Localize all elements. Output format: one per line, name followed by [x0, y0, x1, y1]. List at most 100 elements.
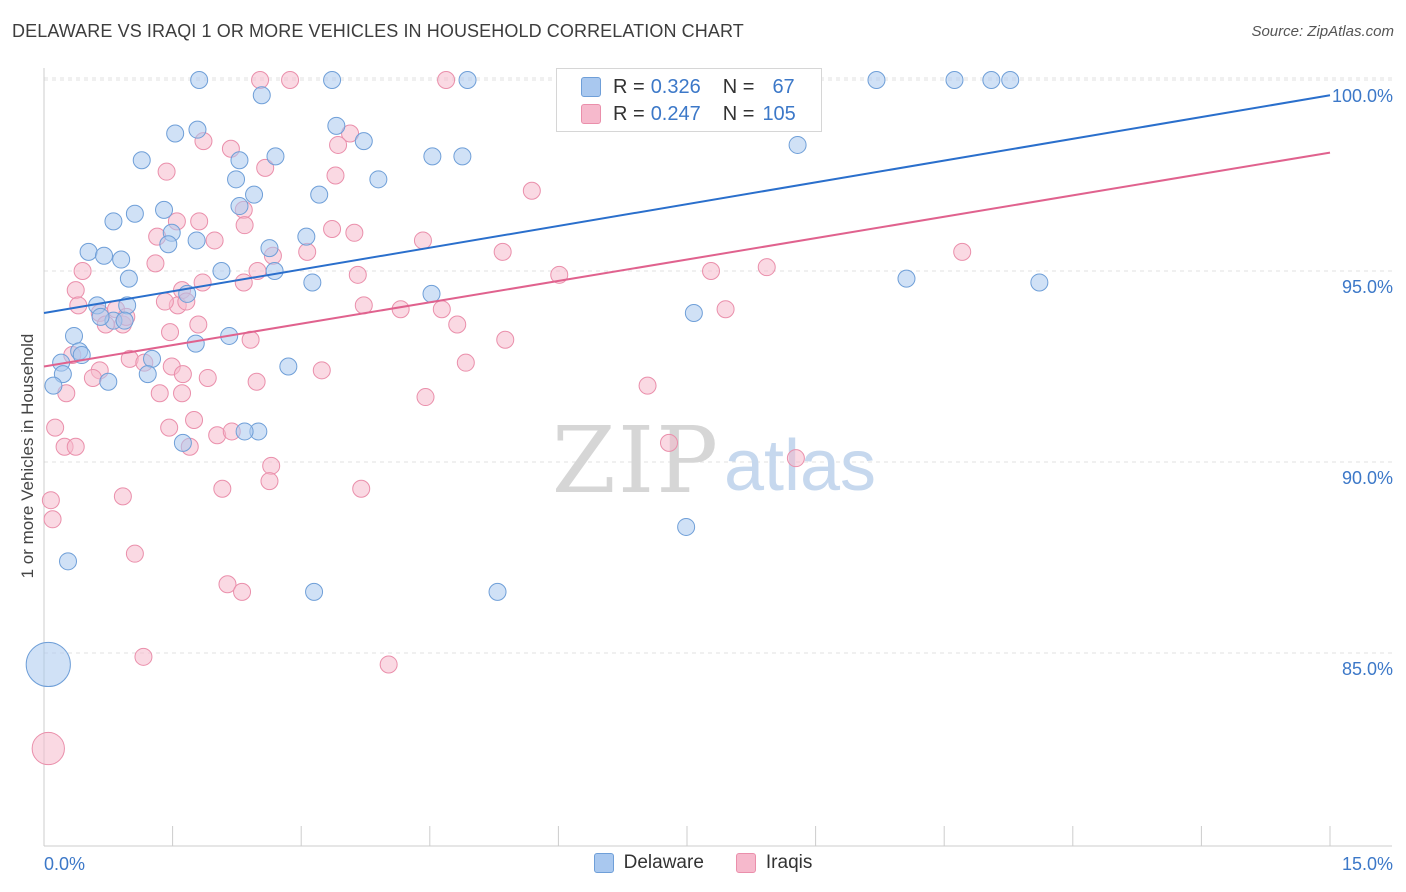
delaware-point[interactable] — [310, 185, 329, 204]
delaware-point[interactable] — [227, 170, 246, 189]
iraqis-point[interactable] — [456, 353, 475, 372]
delaware-point[interactable] — [138, 365, 157, 384]
delaware-point[interactable] — [266, 147, 285, 166]
iraqis-point[interactable] — [41, 491, 60, 510]
iraqis-point[interactable] — [716, 300, 735, 319]
delaware-point[interactable] — [25, 641, 71, 688]
iraqis-point[interactable] — [160, 418, 179, 437]
delaware-point[interactable] — [186, 334, 205, 353]
delaware-point[interactable] — [458, 71, 477, 89]
iraqis-point[interactable] — [702, 262, 721, 280]
delaware-point[interactable] — [104, 212, 123, 231]
delaware-point[interactable] — [159, 235, 178, 254]
iraqis-point[interactable] — [256, 158, 275, 177]
iraqis-point[interactable] — [312, 361, 331, 380]
iraqis-point[interactable] — [173, 384, 192, 403]
delaware-point[interactable] — [112, 250, 131, 269]
legend-item-delaware[interactable]: Delaware — [593, 852, 704, 874]
delaware-point[interactable] — [1001, 71, 1020, 89]
delaware-point[interactable] — [44, 376, 63, 395]
delaware-point[interactable] — [252, 86, 271, 105]
delaware-point[interactable] — [235, 422, 254, 441]
iraqis-point[interactable] — [659, 433, 678, 452]
delaware-point[interactable] — [323, 71, 342, 89]
delaware-point[interactable] — [59, 552, 78, 571]
iraqis-point[interactable] — [329, 135, 348, 154]
delaware-point[interactable] — [369, 170, 388, 189]
delaware-point[interactable] — [79, 242, 98, 261]
iraqis-point[interactable] — [66, 437, 85, 456]
delaware-point[interactable] — [188, 120, 207, 139]
iraqis-point[interactable] — [281, 71, 300, 89]
iraqis-point[interactable] — [496, 330, 515, 349]
delaware-point[interactable] — [125, 204, 144, 223]
iraqis-point[interactable] — [326, 166, 345, 185]
delaware-point[interactable] — [453, 147, 472, 166]
delaware-point[interactable] — [945, 71, 964, 89]
iraqis-point[interactable] — [416, 388, 435, 407]
delaware-point[interactable] — [265, 262, 284, 280]
delaware-point[interactable] — [230, 197, 249, 216]
iraqis-point[interactable] — [189, 315, 208, 334]
iraqis-point[interactable] — [432, 300, 451, 319]
delaware-point[interactable] — [155, 200, 174, 219]
delaware-point[interactable] — [303, 273, 322, 292]
iraqis-point[interactable] — [348, 265, 367, 284]
delaware-point[interactable] — [212, 262, 231, 280]
iraqis-point[interactable] — [251, 71, 270, 89]
iraqis-point[interactable] — [448, 315, 467, 334]
delaware-point[interactable] — [788, 135, 807, 154]
delaware-point[interactable] — [187, 231, 206, 250]
iraqis-point[interactable] — [345, 223, 364, 242]
delaware-point[interactable] — [897, 269, 916, 288]
delaware-point[interactable] — [305, 582, 324, 601]
iraqis-point[interactable] — [493, 242, 512, 261]
legend-item-iraqis[interactable]: Iraqis — [735, 852, 812, 874]
delaware-point[interactable] — [423, 147, 442, 166]
delaware-point[interactable] — [677, 517, 696, 536]
delaware-point[interactable] — [166, 124, 185, 143]
iraqis-point[interactable] — [235, 216, 254, 235]
iraqis-point[interactable] — [262, 456, 281, 475]
delaware-point[interactable] — [354, 132, 373, 151]
iraqis-point[interactable] — [125, 544, 144, 563]
iraqis-point[interactable] — [323, 219, 342, 238]
delaware-point[interactable] — [99, 372, 118, 391]
delaware-point[interactable] — [143, 349, 162, 368]
iraqis-point[interactable] — [46, 418, 65, 437]
iraqis-point[interactable] — [379, 655, 398, 674]
iraqis-point[interactable] — [391, 300, 410, 319]
delaware-point[interactable] — [95, 246, 114, 265]
delaware-point[interactable] — [422, 284, 441, 303]
delaware-point[interactable] — [488, 582, 507, 601]
delaware-point[interactable] — [1030, 273, 1049, 292]
delaware-point[interactable] — [119, 269, 138, 288]
iraqis-point[interactable] — [146, 254, 165, 273]
iraqis-point[interactable] — [298, 242, 317, 261]
iraqis-point[interactable] — [247, 372, 266, 391]
iraqis-point[interactable] — [786, 449, 805, 468]
delaware-point[interactable] — [260, 239, 279, 258]
iraqis-point[interactable] — [413, 231, 432, 250]
iraqis-point[interactable] — [213, 479, 232, 498]
iraqis-point[interactable] — [66, 281, 85, 300]
iraqis-point[interactable] — [161, 323, 180, 342]
iraqis-point[interactable] — [157, 162, 176, 181]
delaware-point[interactable] — [132, 151, 151, 170]
iraqis-point[interactable] — [341, 124, 360, 143]
iraqis-point[interactable] — [155, 292, 174, 311]
delaware-point[interactable] — [91, 307, 110, 326]
iraqis-point[interactable] — [113, 487, 132, 506]
iraqis-point[interactable] — [218, 575, 237, 594]
delaware-point[interactable] — [982, 71, 1001, 89]
iraqis-point[interactable] — [198, 368, 217, 387]
iraqis-point[interactable] — [190, 212, 209, 231]
iraqis-point[interactable] — [522, 181, 541, 200]
iraqis-point[interactable] — [83, 368, 102, 387]
iraqis-point[interactable] — [260, 472, 279, 491]
iraqis-point[interactable] — [437, 71, 456, 89]
iraqis-point[interactable] — [150, 384, 169, 403]
delaware-point[interactable] — [279, 357, 298, 376]
delaware-point[interactable] — [115, 311, 134, 330]
iraqis-point[interactable] — [233, 582, 252, 601]
